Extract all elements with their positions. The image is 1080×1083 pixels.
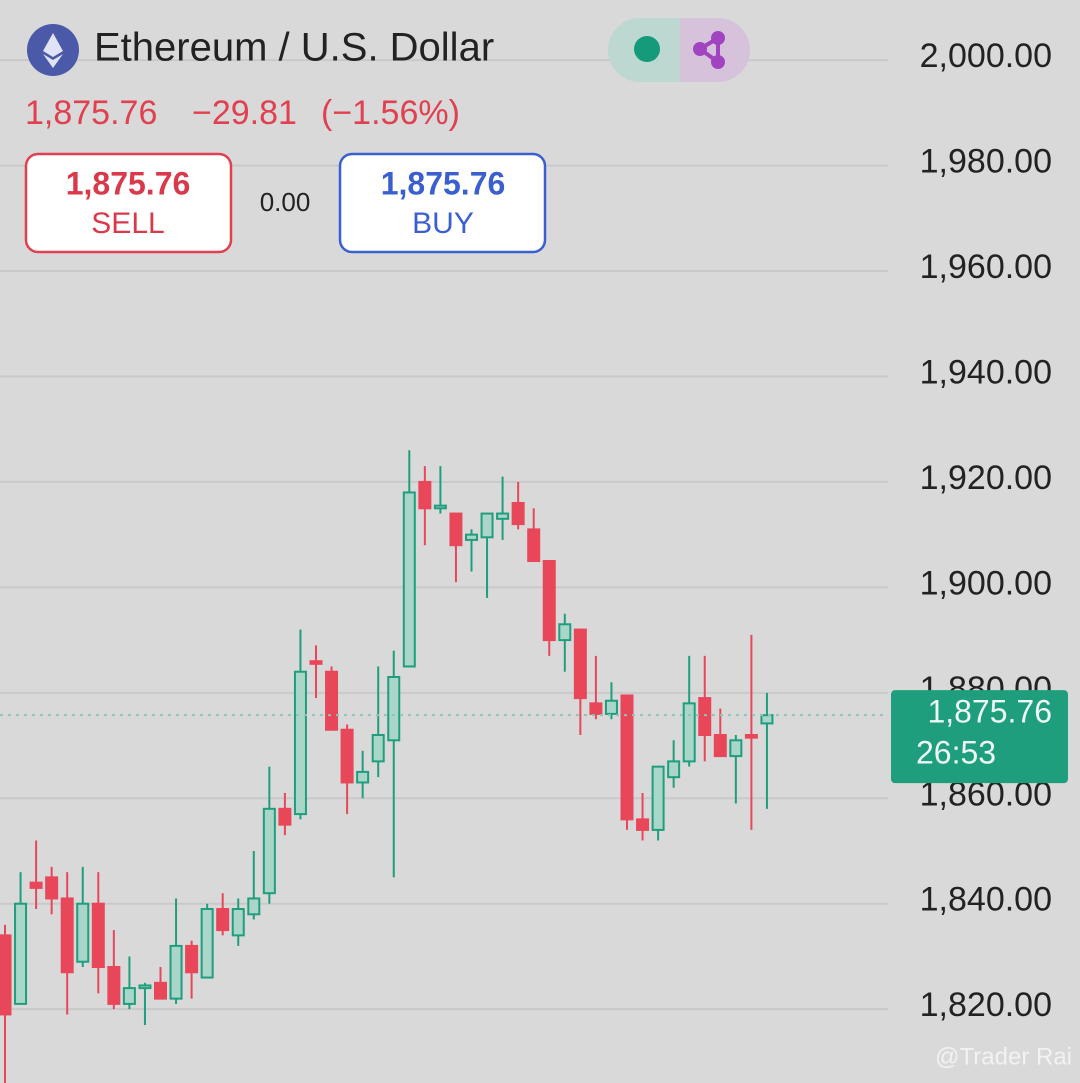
candle-body (122, 987, 136, 1005)
candle-body (589, 702, 603, 715)
candle-body (371, 734, 385, 763)
y-tick-label: 1,840.00 (920, 881, 1052, 919)
candle-body (107, 966, 121, 1005)
candle-body (200, 908, 214, 979)
candle-body (278, 807, 292, 826)
candle-body (713, 734, 727, 758)
buy-label: BUY (412, 207, 474, 240)
candle-body (511, 502, 525, 526)
candle-body (667, 760, 681, 779)
candles (0, 450, 888, 1083)
price: 1,875.76 (25, 94, 157, 132)
y-tick-label: 2,000.00 (920, 37, 1052, 75)
candle-body (496, 512, 510, 520)
sell-button[interactable] (24, 152, 233, 254)
y-tick-label: 1,900.00 (920, 564, 1052, 602)
watermark: @Trader Rai (935, 1043, 1072, 1070)
candle-body (573, 628, 587, 700)
share-icon[interactable] (693, 31, 725, 69)
last-price-label: 1,875.76 (927, 694, 1052, 730)
candle-body (682, 702, 696, 763)
candle-body (216, 908, 230, 932)
buy-price: 1,875.76 (381, 165, 506, 201)
candle-body (651, 765, 665, 831)
candle-body (76, 902, 90, 963)
y-tick-label: 1,820.00 (920, 986, 1052, 1024)
sell-label: SELL (91, 207, 164, 240)
candle-body (620, 694, 634, 821)
status-dot (634, 36, 660, 62)
candle-body (60, 897, 74, 974)
price-box: 1,875.76 26:53 (891, 690, 1068, 784)
candle-body (154, 981, 167, 1000)
candle-body (729, 739, 743, 758)
candle-body (527, 528, 541, 563)
last-price-box (891, 690, 1068, 784)
candle-body (698, 697, 712, 737)
candle-body (636, 818, 650, 831)
candle-body (247, 897, 261, 916)
title: Ethereum / U.S. Dollar (94, 26, 494, 70)
y-tick-label: 1,960.00 (920, 248, 1052, 286)
sell-price: 1,875.76 (66, 165, 191, 201)
candle-body (744, 734, 758, 739)
candle-body (29, 881, 43, 889)
candle-body (185, 944, 199, 974)
candle-body (231, 908, 245, 937)
spread: 0.00 (260, 187, 311, 217)
candle-body (340, 728, 354, 784)
change-pct: (−1.56%) (321, 94, 460, 132)
candle-body (433, 504, 447, 510)
candle-body (465, 533, 478, 541)
candle-body (604, 699, 618, 715)
candle-body (760, 714, 774, 725)
candle-body (0, 934, 12, 1016)
candle-body (356, 770, 370, 784)
coin-glyph (43, 33, 63, 68)
candle-body (262, 807, 276, 895)
buy-button[interactable] (338, 152, 547, 254)
countdown: 26:53 (916, 735, 996, 771)
candle-body (293, 670, 307, 816)
candle-body (169, 944, 183, 1000)
header: Ethereum / U.S. Dollar 1,875.76 −29.81 (… (24, 18, 750, 254)
candle-body (309, 660, 323, 665)
candle-body (402, 491, 416, 668)
y-tick-label: 1,920.00 (920, 459, 1052, 497)
candle-body (558, 623, 572, 642)
candle-body (91, 902, 105, 969)
candle-body (45, 876, 59, 900)
candle-body (542, 560, 556, 642)
y-tick-label: 1,940.00 (920, 353, 1052, 391)
candle-body (449, 512, 463, 547)
toggle-right[interactable] (680, 18, 750, 82)
grid: 1,820.001,840.001,860.001,880.001,900.00… (0, 37, 1052, 1024)
candle-body (14, 902, 28, 1005)
candle-body (387, 676, 401, 742)
candle-body (480, 512, 494, 539)
change: −29.81 (192, 94, 297, 132)
y-tick-label: 1,980.00 (920, 143, 1052, 181)
candle-body (138, 984, 152, 990)
candle-body (418, 480, 432, 510)
candle-body (325, 670, 339, 731)
